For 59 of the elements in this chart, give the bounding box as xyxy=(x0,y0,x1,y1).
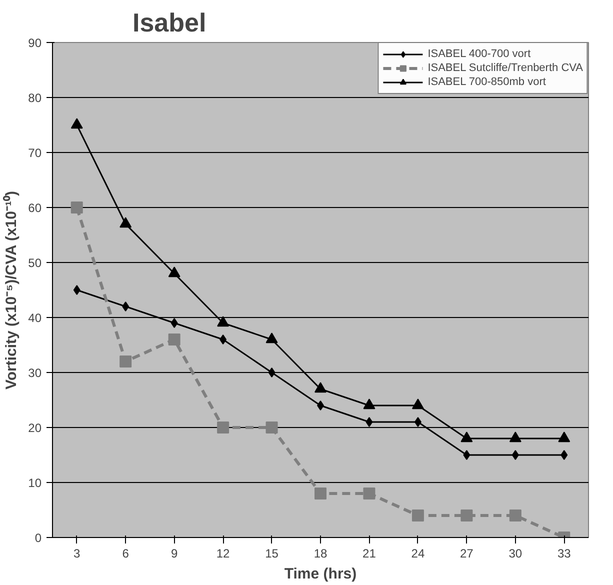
point xyxy=(560,450,568,460)
y-tick-label: 40 xyxy=(28,311,42,325)
point xyxy=(70,118,83,129)
y-tick-label: 90 xyxy=(28,36,42,50)
point xyxy=(317,400,324,410)
point xyxy=(168,334,180,346)
point xyxy=(460,432,473,442)
point xyxy=(509,510,522,522)
point xyxy=(168,266,180,278)
legend-label: ISABEL 700-850mb vort xyxy=(428,75,546,89)
legend-label: ISABEL Sutcliffe/Trenberth CVA xyxy=(428,61,583,75)
y-tick-label: 10 xyxy=(28,476,42,490)
point xyxy=(366,417,373,427)
point xyxy=(268,368,276,378)
x-tick-label: 6 xyxy=(122,546,130,560)
point xyxy=(70,202,83,214)
point xyxy=(217,316,230,327)
legend-label: ISABEL 400-700 vort xyxy=(428,47,531,61)
point xyxy=(460,510,473,522)
point xyxy=(220,334,227,344)
point xyxy=(363,398,376,410)
point xyxy=(170,318,178,328)
point xyxy=(412,510,424,522)
y-tick-label: 50 xyxy=(28,256,42,270)
x-tick-label: 27 xyxy=(460,546,474,560)
x-tick-label: 21 xyxy=(362,546,376,560)
point xyxy=(412,398,424,410)
x-tick-label: 24 xyxy=(411,546,425,560)
x-tick-label: 12 xyxy=(216,546,230,560)
point xyxy=(463,450,470,460)
point xyxy=(509,432,522,442)
y-tick-label: 20 xyxy=(28,421,42,435)
point xyxy=(266,332,278,344)
x-tick-label: 33 xyxy=(557,546,572,560)
point xyxy=(73,285,80,295)
x-tick-label: 3 xyxy=(74,546,81,560)
y-tick-label: 80 xyxy=(28,91,42,105)
point xyxy=(266,422,278,434)
x-axis-title: Time (hrs) xyxy=(284,566,357,582)
y-axis-title: Vorticity (x10⁻⁵)/CVA (x10⁻¹⁰) xyxy=(2,191,20,390)
point xyxy=(512,450,519,460)
point xyxy=(314,382,326,393)
point xyxy=(558,432,570,442)
y-tick-label: 70 xyxy=(28,146,42,160)
y-tick-label: 0 xyxy=(34,531,42,545)
point xyxy=(414,417,422,427)
x-tick-label: 9 xyxy=(170,546,178,560)
x-tick-label: 30 xyxy=(508,546,522,560)
x-tick-label: 18 xyxy=(314,546,328,560)
x-tick-label: 15 xyxy=(265,546,279,560)
point xyxy=(120,356,132,368)
point xyxy=(314,488,326,500)
point xyxy=(363,488,376,500)
y-tick-label: 30 xyxy=(28,366,42,380)
y-tick-label: 60 xyxy=(28,201,42,215)
point xyxy=(122,302,130,312)
point xyxy=(120,217,132,228)
chart-title: Isabel xyxy=(132,8,206,38)
point xyxy=(217,422,230,434)
